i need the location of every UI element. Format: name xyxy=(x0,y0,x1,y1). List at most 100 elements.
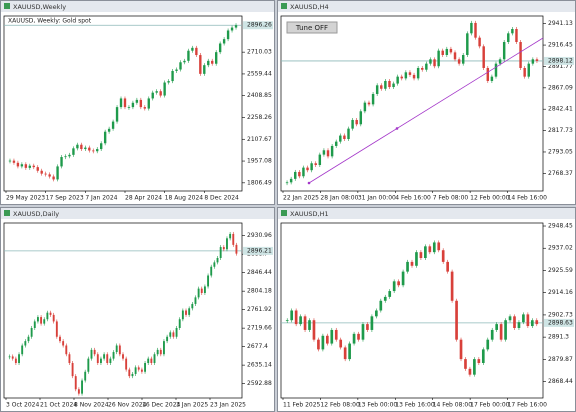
candle xyxy=(400,76,403,79)
trendline-anchor xyxy=(307,181,311,185)
candle xyxy=(137,367,140,370)
candle xyxy=(455,300,458,340)
candle xyxy=(103,131,107,144)
candle xyxy=(21,345,24,355)
plot-area xyxy=(280,15,544,192)
y-tick-label: 2719.66 xyxy=(247,325,272,332)
candle xyxy=(384,80,387,89)
window-icon xyxy=(4,3,10,9)
candle xyxy=(397,281,400,286)
candle xyxy=(106,354,109,363)
candle xyxy=(478,37,481,47)
candle xyxy=(230,27,234,31)
candle xyxy=(302,167,305,177)
candle xyxy=(412,74,416,79)
y-tick-label: 2879.87 xyxy=(548,356,573,363)
candle xyxy=(179,62,182,70)
candle xyxy=(388,291,392,297)
candle xyxy=(119,98,123,108)
candle xyxy=(490,76,494,81)
candle xyxy=(383,296,387,301)
x-tick-label: 8 Nov 2024 xyxy=(74,402,109,409)
current-price-box xyxy=(544,56,574,65)
candle xyxy=(88,147,91,151)
y-tick-label: 2914.16 xyxy=(548,289,573,296)
y-tick-label: 2677.4 xyxy=(247,343,268,350)
candle xyxy=(52,314,55,322)
candle xyxy=(388,80,391,88)
candle xyxy=(171,70,174,82)
candle xyxy=(325,335,329,344)
window-title: XAUUSD,Weekly xyxy=(13,3,66,11)
candle xyxy=(515,28,518,42)
candle xyxy=(530,320,534,327)
title-bar xyxy=(1,208,274,219)
candle xyxy=(477,359,481,363)
candle xyxy=(203,286,206,293)
candle xyxy=(482,46,485,68)
candle xyxy=(466,33,469,55)
candle xyxy=(135,99,139,103)
candle xyxy=(43,319,46,324)
x-tick-label: 3 Jan 2025 xyxy=(176,402,208,409)
candle xyxy=(474,22,477,38)
window-title: XAUUSD,H4 xyxy=(290,3,329,11)
candle xyxy=(380,85,383,89)
candle xyxy=(437,242,441,251)
candle xyxy=(127,107,131,108)
x-tick-label: 17 Feb 16:00 xyxy=(508,402,548,409)
candle xyxy=(210,266,213,276)
candle xyxy=(294,171,297,179)
candle xyxy=(172,332,175,337)
candle xyxy=(404,72,408,79)
candle xyxy=(379,300,383,311)
y-tick-label: 2768.37 xyxy=(548,170,573,177)
candle xyxy=(513,316,516,328)
candle xyxy=(507,33,510,42)
candle xyxy=(401,271,405,286)
y-tick-label: 2868.44 xyxy=(548,378,573,385)
candle xyxy=(195,47,198,56)
candle xyxy=(80,144,83,150)
candle xyxy=(125,358,128,370)
tune-button[interactable] xyxy=(286,21,338,34)
y-tick-label: 2846.44 xyxy=(247,269,272,276)
candle xyxy=(352,333,356,344)
candle xyxy=(517,322,521,328)
candle xyxy=(347,128,350,140)
y-tick-label: 2916.45 xyxy=(548,42,573,49)
candle xyxy=(167,81,170,83)
tune-button-label[interactable]: Tune OFF xyxy=(295,24,328,32)
plot-area xyxy=(280,222,544,399)
candle xyxy=(343,347,347,360)
current-price-box xyxy=(243,246,273,255)
candle xyxy=(425,63,428,70)
candle xyxy=(461,54,465,64)
chart-window: XAUUSD,Daily 2592.88 2635.14 2677.4 2719.66 2… xyxy=(0,207,275,412)
candle xyxy=(24,341,27,346)
y-tick-label: 2817.73 xyxy=(548,127,573,134)
x-tick-label: 12 Feb 08:00 xyxy=(320,402,360,409)
y-tick-label: 1957.08 xyxy=(247,158,272,165)
candle xyxy=(115,107,119,122)
candle xyxy=(48,174,51,177)
x-tick-label: 28 Jan 08:00 xyxy=(320,195,358,202)
window-icon xyxy=(281,210,287,216)
candle xyxy=(60,157,63,167)
candle xyxy=(100,143,103,150)
candle xyxy=(334,329,338,340)
candle xyxy=(62,341,65,346)
y-tick-label: 2408.85 xyxy=(247,92,272,99)
candle xyxy=(24,164,28,168)
candle xyxy=(334,141,338,146)
candle xyxy=(222,39,226,44)
candle xyxy=(222,247,225,250)
plot-area xyxy=(3,222,243,399)
y-tick-label: 2930.96 xyxy=(247,232,272,239)
y-tick-label: 2941.13 xyxy=(548,20,573,27)
candle xyxy=(81,380,83,394)
candle xyxy=(511,28,514,34)
current-price-label: 2896.21 xyxy=(247,247,272,254)
candle xyxy=(163,341,165,355)
